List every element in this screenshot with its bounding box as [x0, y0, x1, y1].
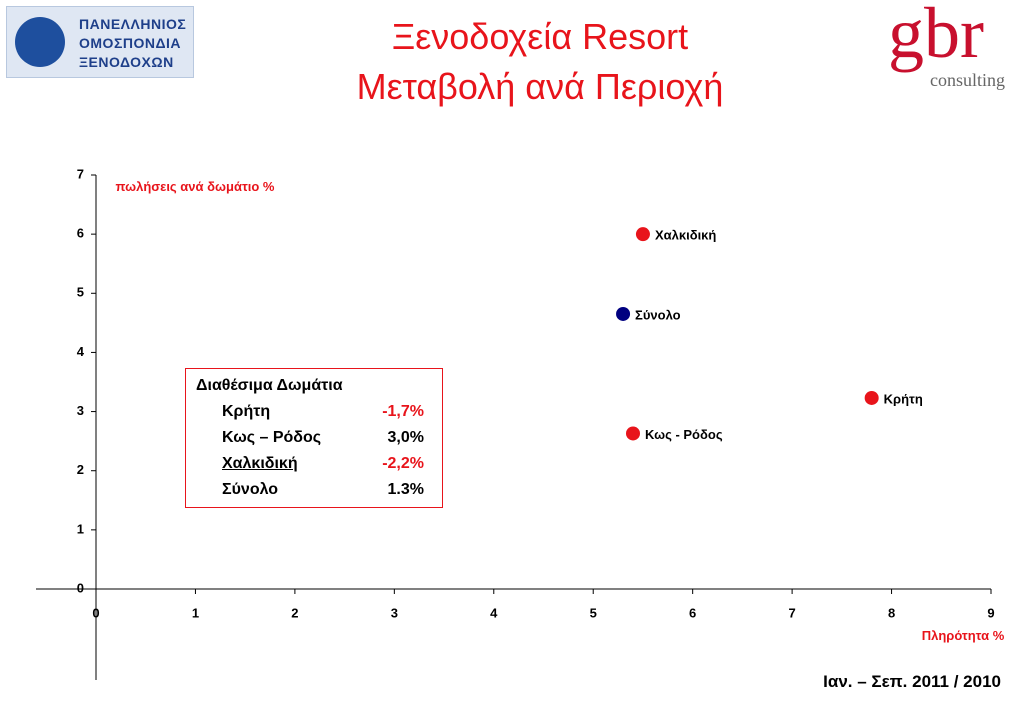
x-tick-label: 6 [689, 605, 696, 620]
point-label: Κως - Ρόδος [645, 427, 723, 442]
x-tick-label: 4 [490, 605, 498, 620]
point-label: Χαλκιδική [655, 228, 716, 243]
annotation-value: -2,2% [382, 455, 424, 472]
gbr-logo: gbr [888, 0, 984, 73]
y-tick-label: 5 [77, 285, 84, 300]
annotation-row: Χαλκιδική -2,2% [222, 455, 424, 473]
x-tick-label: 0 [92, 605, 99, 620]
x-tick-label: 7 [788, 605, 795, 620]
point [635, 227, 650, 242]
chart-subtitle: Μεταβολή ανά Περιοχή [356, 66, 724, 107]
footnote: Ιαν. – Σεπ. 2011 / 2010 [823, 672, 1001, 691]
annotation-box: Διαθέσιμα Δωμάτια Κρήτη -1,7% Κως – Ρόδος 3… [185, 368, 443, 508]
annotation-name: Σύνολο [222, 481, 279, 498]
y-tick-label: 4 [77, 344, 85, 359]
y-tick-label: 7 [77, 166, 84, 181]
point [626, 426, 640, 441]
annotation-value: -1,7% [382, 403, 424, 420]
y-axis-label: πωλήσεις ανά δωμάτιο % [115, 179, 275, 194]
x-tick-label: 8 [888, 605, 895, 620]
annotation-value: 1.3% [387, 481, 424, 498]
annotation-row: Κως – Ρόδος 3,0% [222, 429, 424, 447]
x-tick-label: 2 [291, 605, 298, 620]
x-tick-label: 5 [590, 605, 597, 620]
federation-logo: ΠΑΝΕΛΛΗΝΙΟΣ ΟΜΟΣΠΟΝΔΙΑ ΞΕΝΟΔΟΧΩΝ [6, 6, 194, 78]
annotation-row: Σύνολο 1.3% [222, 481, 424, 499]
annotation-title: Διαθέσιμα Δωμάτια [196, 377, 343, 394]
point-label: Σύνολο [635, 307, 681, 322]
annotation-name: Κρήτη [222, 403, 271, 420]
x-tick-label: 9 [987, 605, 994, 620]
x-tick-label: 1 [192, 605, 199, 620]
annotation-name: Χαλκιδική [222, 455, 298, 472]
y-tick-label: 0 [77, 580, 84, 595]
y-tick-label: 2 [77, 462, 84, 477]
logo-line: ΠΑΝΕΛΛΗΝΙΟΣ [79, 16, 187, 32]
annotation-name: Κως – Ρόδος [222, 429, 322, 446]
chart-title: Ξενοδοχεία Resort [391, 16, 689, 57]
point [616, 306, 631, 321]
x-tick-label: 3 [391, 605, 398, 620]
y-tick-label: 3 [77, 403, 84, 418]
gbr-logo-sub: consulting [930, 70, 1005, 90]
point [864, 390, 879, 405]
x-axis-label: Πληρότητα % [921, 628, 1005, 643]
logo-text: ΠΑΝΕΛΛΗΝΙΟΣ ΟΜΟΣΠΟΝΔΙΑ ΞΕΝΟΔΟΧΩΝ [79, 15, 186, 72]
logo-line: ΞΕΝΟΔΟΧΩΝ [79, 54, 174, 70]
logo-seal [15, 17, 65, 67]
annotation-value: 3,0% [387, 429, 424, 446]
annotation-row: Κρήτη -1,7% [222, 403, 424, 421]
y-tick-label: 6 [77, 226, 84, 241]
point-label: Κρήτη [884, 391, 923, 406]
logo-line: ΟΜΟΣΠΟΝΔΙΑ [79, 35, 182, 51]
y-tick-label: 1 [77, 521, 84, 536]
